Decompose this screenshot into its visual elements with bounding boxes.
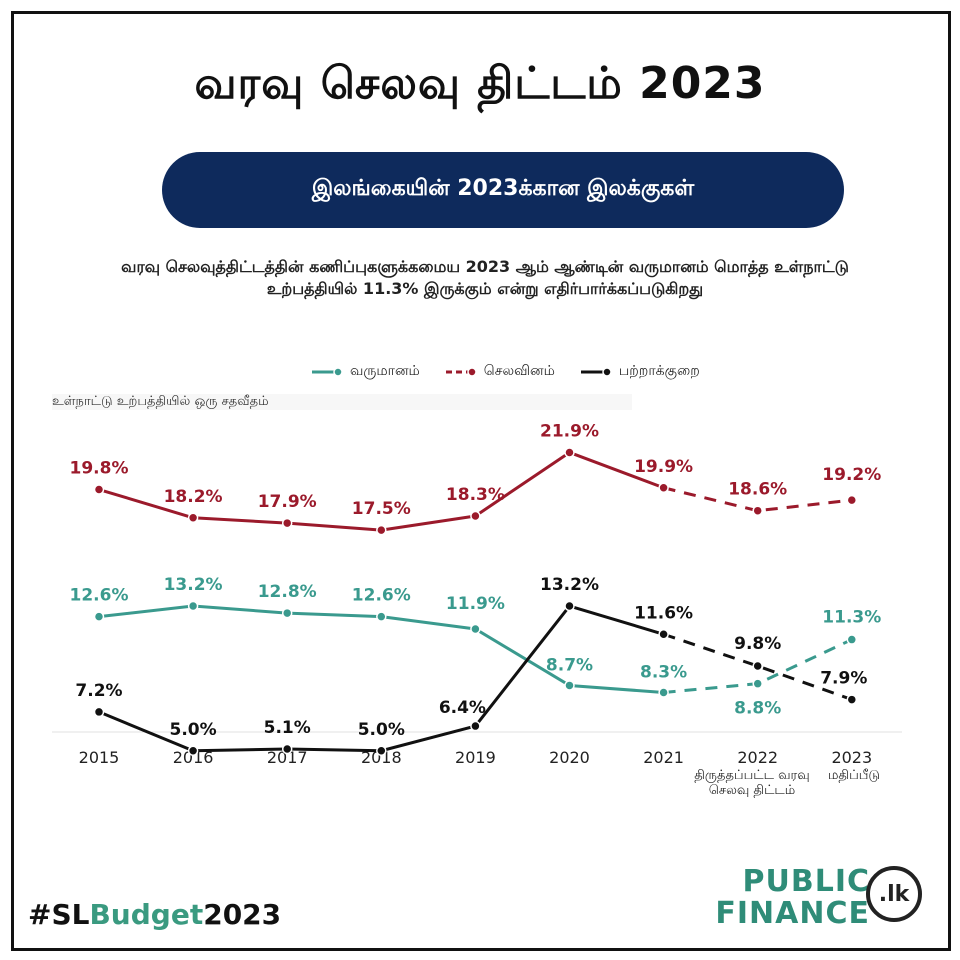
data-label-expenditure-2017: 17.9% <box>258 492 317 512</box>
data-point-expenditure-2022 <box>752 505 763 516</box>
y-axis-label: உள்நாட்டு உற்பத்தியில் ஒரு சதவீதம் <box>52 394 632 410</box>
data-point-expenditure-2023 <box>846 494 858 506</box>
legend-swatch-expenditure <box>445 367 477 377</box>
data-point-deficit-2019 <box>470 720 481 732</box>
data-label-deficit-2015: 7.2% <box>75 681 122 701</box>
data-label-expenditure-2019: 18.3% <box>446 485 505 505</box>
data-label-expenditure-2018: 17.5% <box>352 499 411 519</box>
x-sublabel-2023: மதிப்பீடு <box>827 768 881 783</box>
data-point-deficit-2015 <box>93 706 105 718</box>
hashtag-prefix: #SL <box>28 898 90 931</box>
data-label-deficit-2017: 5.1% <box>264 718 311 738</box>
data-point-expenditure-2021 <box>658 482 669 494</box>
x-tick-label-2015: 2015 <box>79 748 120 767</box>
legend-label-expenditure: செலவினம் <box>483 363 555 379</box>
data-point-revenue-2021 <box>658 687 669 698</box>
x-tick-label-2023: 2023 <box>831 748 872 767</box>
logo-seal: .lk <box>866 866 922 922</box>
legend-item-expenditure: செலவினம் <box>444 363 555 381</box>
hashtag-suffix: 2023 <box>203 898 282 931</box>
data-point-revenue-2018 <box>376 611 387 622</box>
publicfinance-logo: PUBLIC FINANCE <box>710 866 870 930</box>
data-label-expenditure-2021: 19.9% <box>634 457 693 477</box>
data-label-deficit-2016: 5.0% <box>170 720 217 740</box>
data-point-expenditure-2016 <box>187 512 199 524</box>
legend-swatch-revenue <box>312 367 343 377</box>
data-label-revenue-2021: 8.3% <box>640 663 687 683</box>
data-label-expenditure-2020: 21.9% <box>540 421 599 441</box>
x-tick-label-2018: 2018 <box>361 748 402 767</box>
x-sublabel-2022: திருத்தப்பட்ட வரவு செலவு திட்டம் <box>694 768 810 798</box>
data-label-deficit-2023: 7.9% <box>820 669 867 689</box>
data-point-deficit-2020 <box>564 600 575 612</box>
data-point-deficit-2021 <box>658 629 669 640</box>
data-point-deficit-2022 <box>752 660 763 672</box>
data-label-revenue-2020: 8.7% <box>546 655 593 675</box>
data-label-deficit-2022: 9.8% <box>734 634 781 654</box>
data-label-deficit-2020: 13.2% <box>540 575 599 595</box>
x-tick-label-2016: 2016 <box>173 748 214 767</box>
data-point-expenditure-2015 <box>93 484 105 495</box>
legend-item-revenue: வருமானம் <box>310 363 420 381</box>
data-point-revenue-2023 <box>846 634 858 645</box>
data-point-revenue-2019 <box>470 623 481 635</box>
chart-legend: வருமானம் செலவினம் பற்றாக்குறை <box>310 362 724 382</box>
data-point-deficit-2016 <box>187 745 199 756</box>
data-label-revenue-2016: 13.2% <box>164 575 223 595</box>
data-point-deficit-2017 <box>281 743 293 755</box>
data-label-expenditure-2016: 18.2% <box>164 487 223 507</box>
hashtag-highlight: Budget <box>89 898 204 931</box>
data-point-revenue-2017 <box>281 607 293 619</box>
data-point-revenue-2016 <box>187 600 199 612</box>
data-label-deficit-2018: 5.0% <box>358 720 405 740</box>
data-point-revenue-2015 <box>93 611 105 622</box>
data-label-revenue-2015: 12.6% <box>70 586 129 606</box>
data-label-revenue-2022: 8.8% <box>734 699 781 719</box>
logo-line-1: PUBLIC <box>742 864 870 899</box>
data-label-expenditure-2022: 18.6% <box>728 480 787 500</box>
x-tick-label-2021: 2021 <box>643 748 684 767</box>
x-tick-label-2020: 2020 <box>549 748 590 767</box>
data-point-expenditure-2020 <box>564 447 575 458</box>
data-label-revenue-2019: 11.9% <box>446 594 505 614</box>
subtitle-pill-text: இலங்கையின் 2023க்கான இலக்குகள் <box>311 176 695 201</box>
chart-description: வரவு செலவுத்திட்டத்தின் கணிப்புகளுக்கமைய… <box>121 257 849 298</box>
x-tick-label-2022: 2022 <box>737 748 778 767</box>
x-tick-label-2017: 2017 <box>267 748 308 767</box>
logo-seal-text: .lk <box>878 881 910 907</box>
legend-label-deficit: பற்றாக்குறை <box>618 363 700 379</box>
data-point-expenditure-2018 <box>376 524 387 536</box>
data-label-deficit-2019: 6.4% <box>439 698 486 718</box>
legend-swatch-deficit <box>580 367 612 377</box>
x-tick-label-2019: 2019 <box>455 748 496 767</box>
data-label-revenue-2018: 12.6% <box>352 586 411 606</box>
legend-item-deficit: பற்றாக்குறை <box>579 363 700 381</box>
series-line-projected-expenditure <box>663 486 852 513</box>
page-title: வரவு செலவு திட்டம் 2023 <box>194 58 766 109</box>
data-label-deficit-2021: 11.6% <box>634 603 693 623</box>
data-point-expenditure-2019 <box>470 510 481 522</box>
hashtag: #SLBudget2023 <box>28 898 281 931</box>
legend-label-revenue: வருமானம் <box>350 363 420 379</box>
data-label-revenue-2017: 12.8% <box>258 582 317 602</box>
data-point-expenditure-2017 <box>281 517 293 529</box>
data-point-revenue-2022 <box>752 678 763 689</box>
data-point-deficit-2018 <box>376 745 387 756</box>
data-point-revenue-2020 <box>564 680 575 691</box>
subtitle-pill: இலங்கையின் 2023க்கான இலக்குகள் <box>162 152 844 228</box>
data-point-deficit-2023 <box>846 694 858 705</box>
data-label-revenue-2023: 11.3% <box>822 608 881 628</box>
data-label-expenditure-2015: 19.8% <box>70 459 129 479</box>
data-label-expenditure-2023: 19.2% <box>822 465 881 485</box>
logo-line-2: FINANCE <box>715 896 870 931</box>
